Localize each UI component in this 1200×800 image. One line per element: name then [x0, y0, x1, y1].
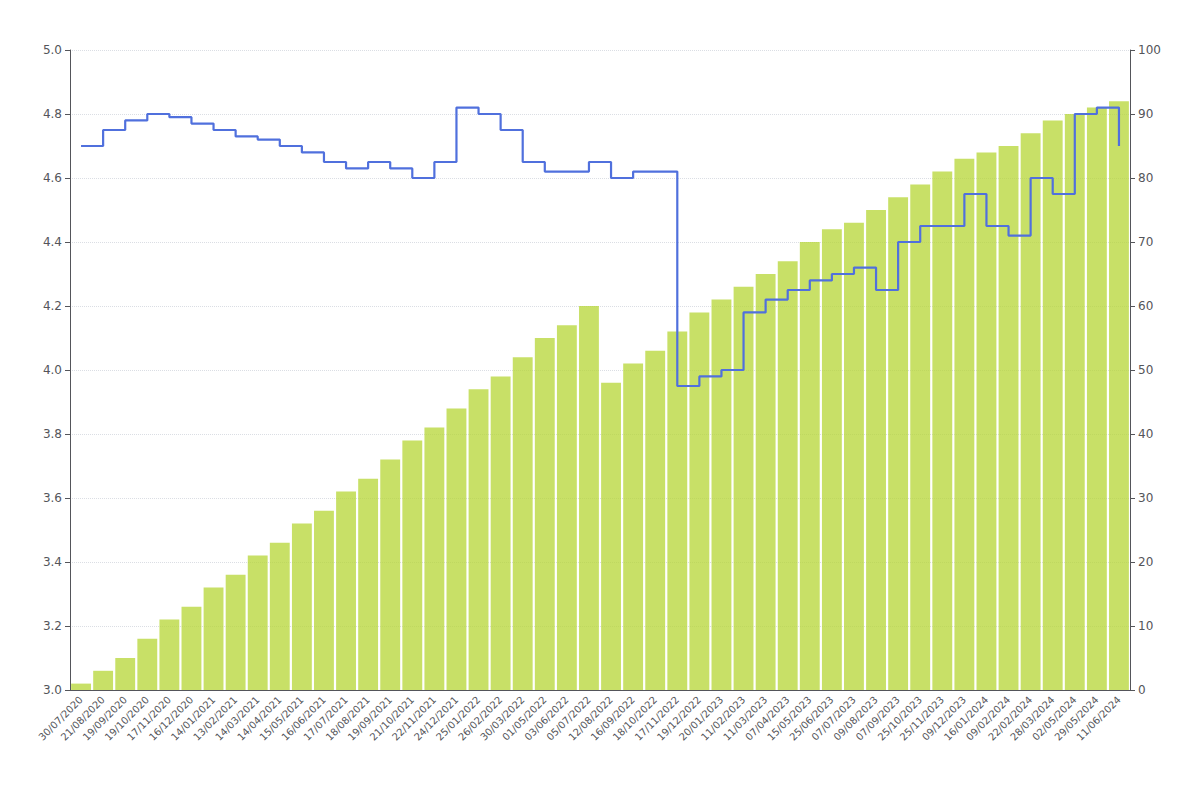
svg-text:16/09/2022: 16/09/2022: [588, 694, 637, 743]
svg-text:11/06/2024: 11/06/2024: [1074, 694, 1122, 742]
svg-text:100: 100: [1138, 43, 1161, 57]
svg-text:01/05/2022: 01/05/2022: [500, 694, 549, 743]
svg-text:18/08/2021: 18/08/2021: [323, 694, 372, 743]
svg-text:90: 90: [1138, 107, 1153, 121]
svg-text:07/07/2023: 07/07/2023: [809, 694, 858, 743]
svg-text:05/07/2022: 05/07/2022: [544, 694, 593, 743]
svg-text:4.8: 4.8: [43, 107, 62, 121]
svg-text:19/12/2022: 19/12/2022: [654, 694, 704, 743]
svg-text:22/02/2024: 22/02/2024: [986, 694, 1035, 743]
svg-text:11/02/2023: 11/02/2023: [699, 694, 748, 743]
svg-text:07/09/2023: 07/09/2023: [853, 694, 902, 743]
svg-text:19/10/2020: 19/10/2020: [102, 694, 152, 743]
svg-text:3.4: 3.4: [43, 555, 62, 569]
svg-text:29/05/2024: 29/05/2024: [1052, 694, 1101, 743]
svg-text:4.6: 4.6: [43, 171, 62, 185]
svg-text:24/12/2021: 24/12/2021: [411, 694, 461, 743]
svg-text:15/05/2021: 15/05/2021: [257, 694, 306, 743]
svg-text:25/11/2023: 25/11/2023: [897, 694, 947, 743]
svg-text:26/02/2022: 26/02/2022: [456, 694, 505, 743]
svg-text:3.2: 3.2: [43, 619, 62, 633]
svg-text:19/09/2021: 19/09/2021: [345, 694, 395, 743]
svg-text:21/08/2020: 21/08/2020: [58, 694, 107, 743]
svg-text:03/06/2022: 03/06/2022: [522, 694, 571, 743]
svg-text:02/05/2024: 02/05/2024: [1030, 694, 1079, 743]
svg-text:50: 50: [1138, 363, 1153, 377]
svg-text:17/11/2020: 17/11/2020: [124, 694, 174, 743]
svg-text:3.0: 3.0: [43, 683, 62, 697]
svg-text:09/02/2024: 09/02/2024: [964, 694, 1013, 743]
svg-text:16/12/2020: 16/12/2020: [146, 694, 196, 743]
svg-text:14/04/2021: 14/04/2021: [235, 694, 284, 743]
svg-text:19/09/2020: 19/09/2020: [80, 694, 130, 743]
svg-text:30/03/2022: 30/03/2022: [478, 694, 527, 743]
svg-text:0: 0: [1138, 683, 1146, 697]
svg-text:80: 80: [1138, 171, 1153, 185]
svg-text:18/10/2022: 18/10/2022: [610, 694, 660, 743]
svg-text:17/07/2021: 17/07/2021: [301, 694, 350, 743]
svg-text:14/01/2021: 14/01/2021: [169, 694, 218, 743]
svg-text:28/03/2024: 28/03/2024: [1008, 694, 1057, 743]
svg-text:4.4: 4.4: [43, 235, 62, 249]
svg-text:20/01/2023: 20/01/2023: [676, 694, 726, 743]
svg-text:20: 20: [1138, 555, 1153, 569]
svg-text:25/10/2023: 25/10/2023: [875, 694, 925, 743]
svg-text:25/01/2022: 25/01/2022: [434, 694, 483, 743]
svg-text:3.8: 3.8: [43, 427, 62, 441]
svg-text:15/05/2023: 15/05/2023: [765, 694, 814, 743]
svg-text:30/07/2020: 30/07/2020: [36, 694, 85, 743]
svg-text:16/01/2024: 16/01/2024: [941, 694, 991, 743]
svg-text:4.0: 4.0: [43, 363, 62, 377]
svg-text:16/06/2021: 16/06/2021: [279, 694, 328, 743]
svg-text:25/06/2023: 25/06/2023: [787, 694, 836, 743]
svg-text:70: 70: [1138, 235, 1153, 249]
svg-text:13/02/2021: 13/02/2021: [191, 694, 240, 743]
svg-text:5.0: 5.0: [43, 43, 62, 57]
svg-text:40: 40: [1138, 427, 1153, 441]
svg-text:09/08/2023: 09/08/2023: [831, 694, 880, 743]
svg-text:14/03/2021: 14/03/2021: [213, 694, 262, 743]
svg-text:11/03/2023: 11/03/2023: [721, 694, 770, 743]
svg-text:3.6: 3.6: [43, 491, 62, 505]
svg-text:60: 60: [1138, 299, 1153, 313]
svg-text:4.2: 4.2: [43, 299, 62, 313]
svg-text:12/08/2022: 12/08/2022: [566, 694, 615, 743]
svg-text:21/10/2021: 21/10/2021: [367, 694, 417, 743]
svg-text:30: 30: [1138, 491, 1153, 505]
svg-text:09/12/2023: 09/12/2023: [919, 694, 969, 743]
svg-text:07/04/2023: 07/04/2023: [743, 694, 792, 743]
svg-text:10: 10: [1138, 619, 1153, 633]
svg-text:17/11/2022: 17/11/2022: [632, 694, 682, 743]
svg-text:22/11/2021: 22/11/2021: [389, 694, 439, 743]
